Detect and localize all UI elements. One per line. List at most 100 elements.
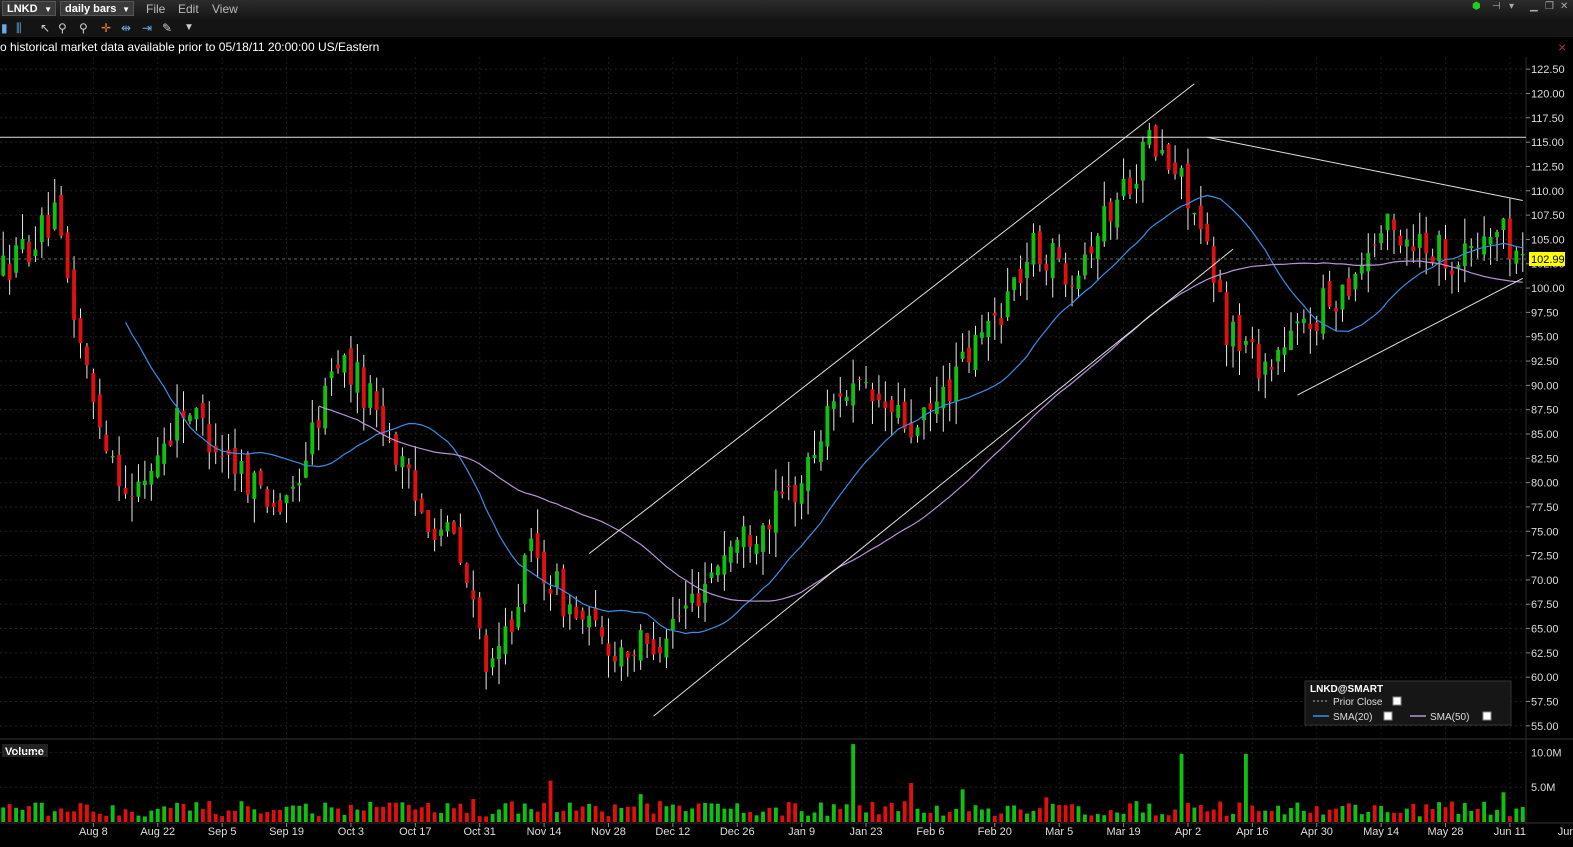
volume-bar xyxy=(1250,805,1255,822)
zoom-in-icon[interactable]: ⚲ xyxy=(58,21,67,35)
candle-body xyxy=(1089,246,1094,254)
volume-bar xyxy=(374,807,379,822)
volume-bar xyxy=(136,815,141,822)
volume-bar xyxy=(1166,815,1171,822)
volume-bar xyxy=(1160,814,1165,822)
volume-bar xyxy=(91,811,96,822)
candle-body xyxy=(1456,265,1461,268)
candle-body xyxy=(471,590,476,600)
more-icon[interactable]: ▼ xyxy=(184,22,194,33)
restore-icon[interactable]: ❐ xyxy=(1545,1,1554,12)
candle-body xyxy=(728,546,733,563)
candle-body xyxy=(1450,270,1454,275)
candle-body xyxy=(967,347,971,363)
volume-bar xyxy=(439,812,443,822)
options-icon[interactable]: ▾ xyxy=(1509,1,1515,12)
volume-bar xyxy=(1012,805,1017,822)
volume-bar xyxy=(1385,812,1390,822)
volume-bar xyxy=(1037,808,1042,822)
candle-body xyxy=(1153,125,1158,157)
candle-body xyxy=(1037,231,1042,265)
volume-bar xyxy=(1128,803,1132,822)
fit-icon[interactable]: ⇹ xyxy=(121,21,132,35)
volume-bar xyxy=(1102,815,1107,822)
candle-body xyxy=(1430,256,1435,263)
volume-bar xyxy=(542,803,547,822)
volume-bar xyxy=(1327,809,1332,822)
volume-bar xyxy=(168,808,173,822)
candle-body xyxy=(1166,144,1171,170)
layout-icon[interactable]: ▮ xyxy=(1,21,8,35)
volume-bar xyxy=(110,805,115,822)
candle-body xyxy=(1372,244,1377,246)
y-tick-label: 122.50 xyxy=(1531,64,1565,76)
bar-type-dropdown[interactable]: daily bars ▼ xyxy=(60,1,134,16)
candle-body xyxy=(65,232,70,279)
candle-body xyxy=(509,619,514,633)
candle-body xyxy=(323,385,328,429)
candle-body xyxy=(59,195,64,236)
volume-bar xyxy=(284,806,289,822)
volume-bar xyxy=(368,801,373,822)
volume-bar xyxy=(432,812,437,822)
menu-file[interactable]: File xyxy=(146,2,166,16)
symbol-dropdown[interactable]: LNKD ▼ xyxy=(2,1,56,16)
crosshair-icon[interactable]: ✛ xyxy=(101,21,112,35)
candle-body xyxy=(651,639,656,655)
zoom-out-icon[interactable]: ⚲ xyxy=(79,21,88,35)
candle-body xyxy=(258,470,263,486)
x-tick-label: Oct 17 xyxy=(399,826,431,838)
wrench-icon[interactable]: ✎ xyxy=(162,21,173,35)
scroll-icon[interactable]: ⇥ xyxy=(142,21,153,35)
candle-body xyxy=(200,403,205,419)
candle-body xyxy=(1269,366,1274,370)
candle-body xyxy=(245,454,250,495)
candle-body xyxy=(1334,307,1338,312)
candle-body xyxy=(1012,277,1017,290)
bar-style-icon[interactable]: ⫼ xyxy=(16,21,22,35)
candle-body xyxy=(497,646,501,660)
volume-bar xyxy=(683,811,688,822)
volume-bar xyxy=(1205,811,1210,822)
candle-body xyxy=(619,647,624,667)
candle-body xyxy=(909,422,914,438)
candle-body xyxy=(696,593,701,607)
pin-icon[interactable]: ⊣ xyxy=(1492,1,1501,12)
volume-bar xyxy=(1063,805,1068,822)
candle-body xyxy=(606,643,611,656)
menu-edit[interactable]: Edit xyxy=(178,2,199,16)
volume-bar xyxy=(735,803,740,822)
candle-body xyxy=(992,312,997,316)
volume-bar xyxy=(973,805,978,822)
candle-body xyxy=(46,214,51,238)
candle-body xyxy=(677,615,682,617)
volume-bar xyxy=(555,812,559,822)
volume-bar xyxy=(426,802,431,822)
volume-bar xyxy=(587,803,592,822)
candle-body xyxy=(1192,212,1197,215)
candle-body xyxy=(110,456,115,458)
volume-bar xyxy=(864,812,868,822)
price-panel xyxy=(0,57,1526,738)
candle-body xyxy=(1263,361,1268,375)
trendline xyxy=(1207,136,1523,201)
candle-body xyxy=(1224,292,1229,346)
candle-body xyxy=(490,658,495,668)
minimize-icon[interactable]: ▁ xyxy=(1530,1,1538,12)
shield-icon[interactable]: ⬢ xyxy=(1472,1,1481,12)
volume-bar xyxy=(1005,805,1010,822)
candle-body xyxy=(33,249,38,257)
volume-bar xyxy=(1134,801,1139,822)
candle-body xyxy=(1108,201,1113,222)
candle-body xyxy=(670,618,675,631)
cursor-icon[interactable]: ↖ xyxy=(40,21,51,35)
close-icon[interactable]: ✕ xyxy=(1560,1,1569,12)
volume-bar xyxy=(509,801,514,822)
volume-bar xyxy=(20,809,25,822)
volume-bar xyxy=(857,805,862,822)
volume-bar xyxy=(1301,810,1306,822)
menu-view[interactable]: View xyxy=(212,2,238,16)
candle-body xyxy=(464,563,469,583)
y-tick-label: 97.50 xyxy=(1531,307,1559,319)
